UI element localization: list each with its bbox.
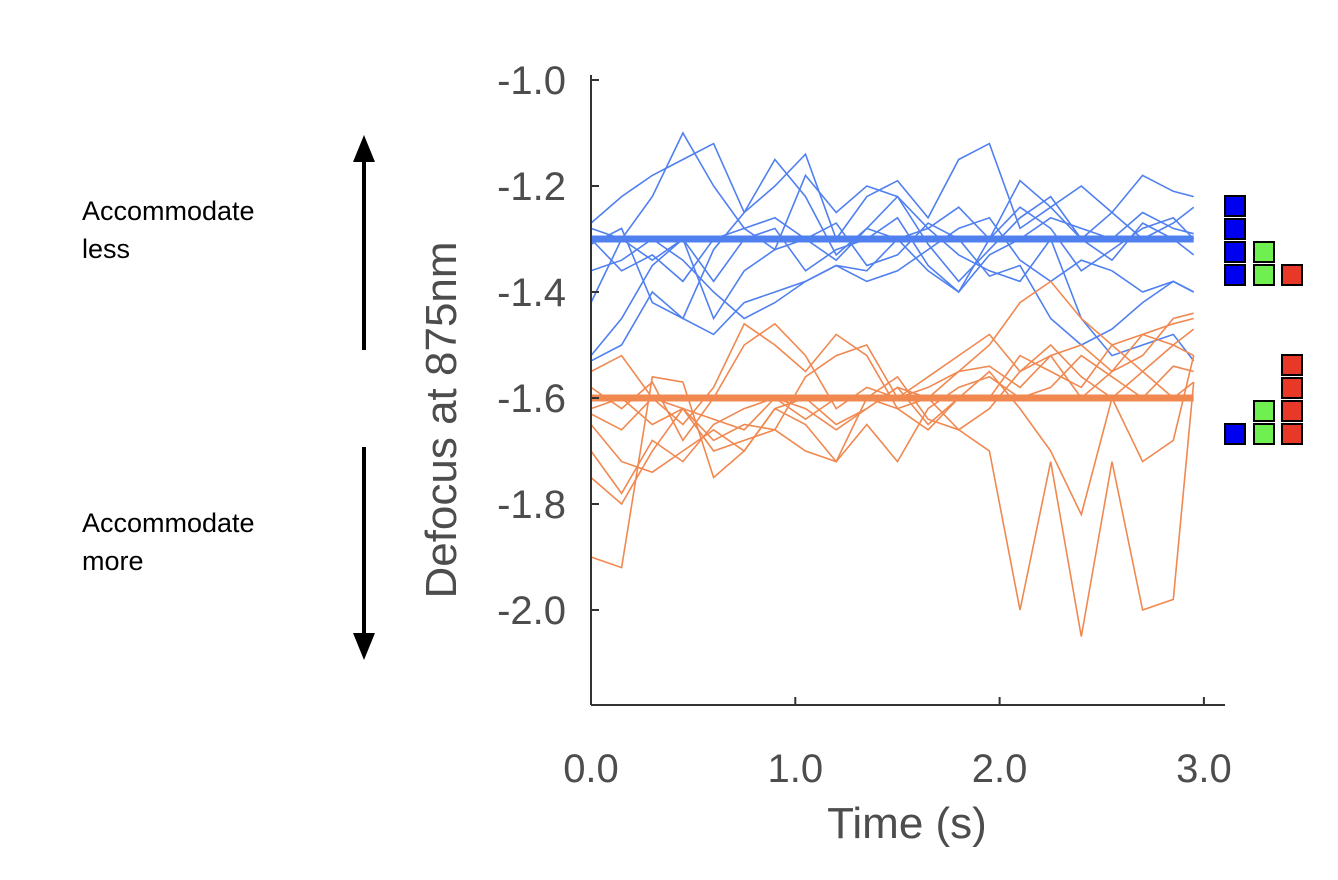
y-tick-label: -2.0 <box>497 589 566 633</box>
blue-condition-green-block <box>1253 264 1275 286</box>
blue-trace-5 <box>590 222 1195 346</box>
x-tick-label: 0.0 <box>563 747 619 791</box>
blue-condition-blue-block <box>1224 241 1246 263</box>
blue-trace-8 <box>590 227 1195 362</box>
accommodate-more-annotation: Accommodate more <box>82 447 375 660</box>
orange-condition-green-block <box>1253 400 1275 422</box>
traces <box>590 131 1195 637</box>
orange-trace-5 <box>590 343 1195 495</box>
y-tick-label: -1.8 <box>497 483 566 527</box>
y-tick-label: -1.2 <box>497 165 566 209</box>
blue-trace-3 <box>590 206 1195 357</box>
y-tick-label: -1.6 <box>497 377 566 421</box>
y-ticks: -1.0 -1.2 -1.4 -1.6 -1.8 -2.0 <box>497 59 599 633</box>
x-tick-label: 1.0 <box>767 747 823 791</box>
annot-less-line2: less <box>82 234 130 264</box>
orange-condition-red-block <box>1281 354 1303 376</box>
orange-condition-blue-block <box>1224 423 1246 445</box>
blue-trace-2 <box>590 131 1194 303</box>
orange-condition-green-block <box>1253 423 1275 445</box>
orange-trace-1 <box>590 280 1194 426</box>
blue-trace-1 <box>590 142 1195 241</box>
orange-trace-2 <box>590 312 1194 442</box>
blue-condition-blue-block <box>1224 264 1246 286</box>
orange-trace-7 <box>590 355 1195 569</box>
blue-trace-7 <box>590 216 1195 320</box>
blue-condition-blue-block <box>1224 195 1246 217</box>
annot-more-line2: more <box>82 546 144 576</box>
x-axis-label: Time (s) <box>827 799 987 848</box>
annot-more-line1: Accommodate <box>82 508 255 538</box>
down-arrow-icon <box>353 633 375 660</box>
y-tick-label: -1.0 <box>497 59 566 103</box>
mean-lines <box>591 235 1194 402</box>
orange-trace-3 <box>590 333 1195 442</box>
blue-condition-blue-block <box>1224 218 1246 240</box>
orange-trace-6 <box>590 328 1195 506</box>
annot-less-line1: Accommodate <box>82 196 255 226</box>
x-tick-label: 3.0 <box>1176 747 1232 791</box>
orange-trace-4 <box>590 354 1194 474</box>
up-arrow-icon <box>353 135 375 162</box>
y-tick-label: -1.4 <box>497 271 566 315</box>
orange-condition-red-block <box>1281 377 1303 399</box>
orange-trace-8 <box>590 382 1195 637</box>
x-tick-label: 2.0 <box>972 747 1028 791</box>
blue-trace-4 <box>590 158 1195 320</box>
y-axis-label: Defocus at 875nm <box>417 241 466 598</box>
blue-condition-green-block <box>1253 241 1275 263</box>
orange-condition-red-block <box>1281 423 1303 445</box>
x-ticks: 0.0 1.0 2.0 3.0 <box>563 697 1232 791</box>
condition-blocks <box>1224 195 1303 445</box>
orange-condition-red-block <box>1281 400 1303 422</box>
blue-condition-red-block <box>1281 264 1303 286</box>
accommodate-less-annotation: Accommodate less <box>82 135 375 350</box>
blue-trace-6 <box>590 211 1194 294</box>
